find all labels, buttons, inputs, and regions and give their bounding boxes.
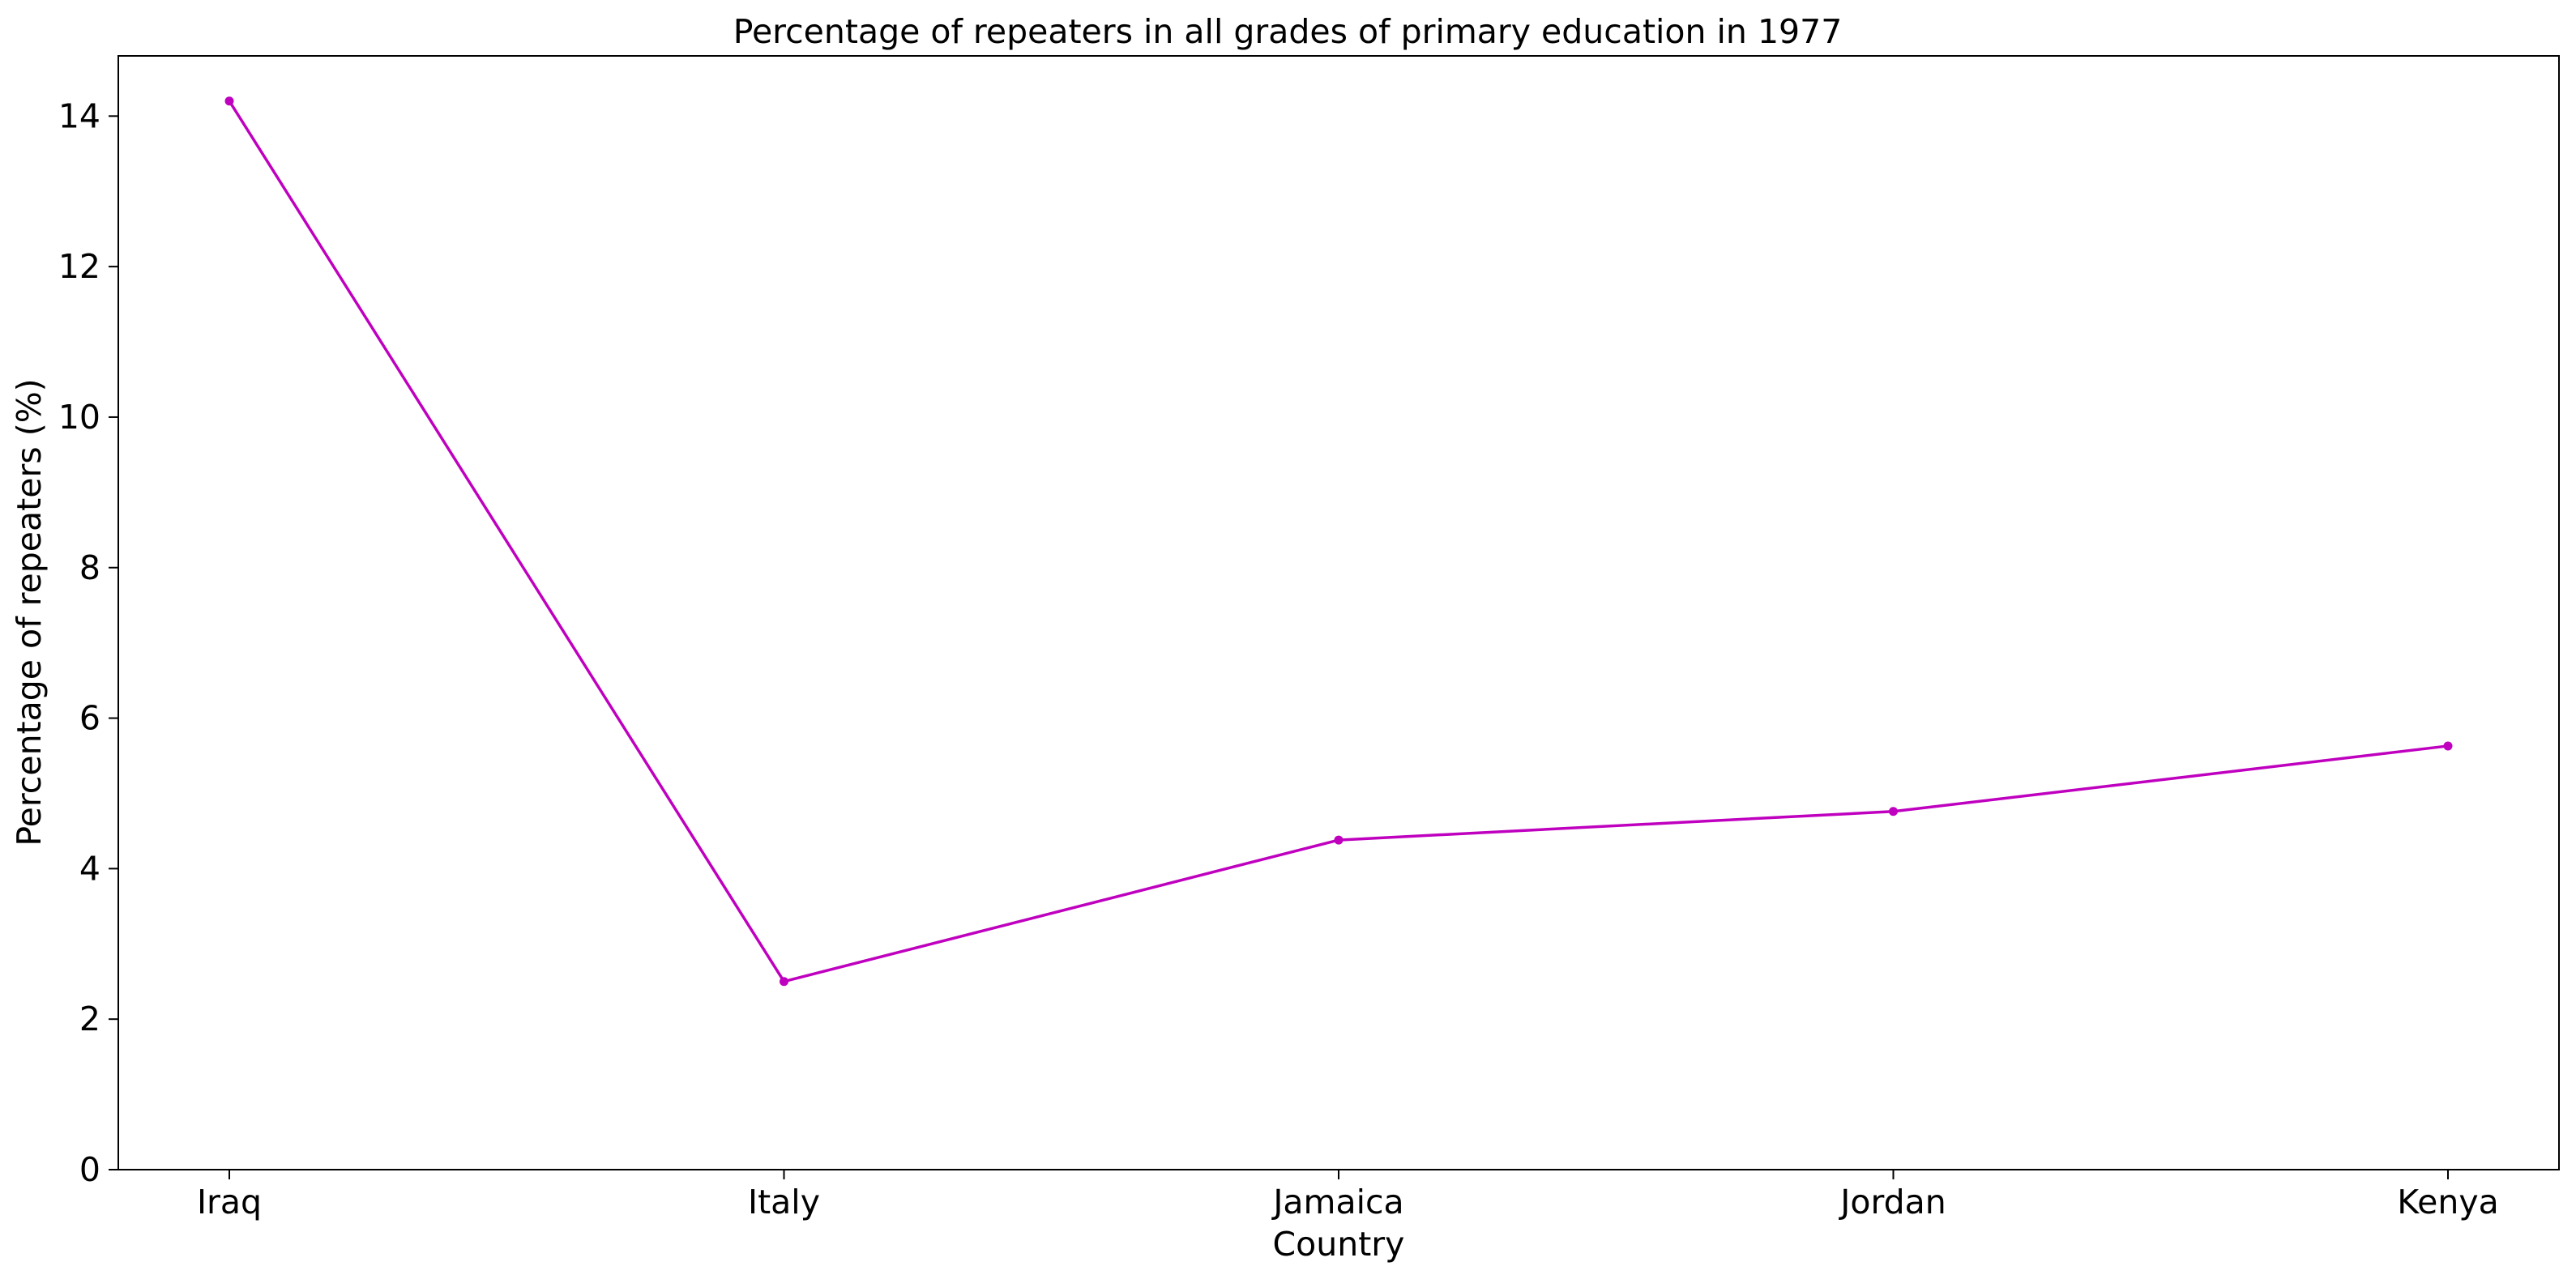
data-point-jamaica — [1334, 835, 1344, 845]
data-point-iraq — [224, 96, 234, 106]
y-tick-label: 12 — [58, 247, 100, 286]
y-tick-label: 14 — [58, 96, 100, 135]
x-tick-label-jamaica: Jamaica — [1271, 1183, 1403, 1221]
x-tick-label-kenya: Kenya — [2397, 1183, 2498, 1221]
x-axis-label: Country — [1273, 1225, 1405, 1264]
x-tick-label-iraq: Iraq — [197, 1183, 262, 1221]
x-tick-label-jordan: Jordan — [1838, 1183, 1946, 1221]
y-tick-label: 8 — [79, 548, 100, 587]
y-tick-label: 2 — [79, 1000, 100, 1038]
data-point-kenya — [2443, 741, 2453, 751]
data-point-jordan — [1889, 807, 1898, 816]
x-tick-label-italy: Italy — [748, 1183, 820, 1221]
x-axis-ticks: Iraq Italy Jamaica Jordan Kenya — [197, 1170, 2499, 1221]
y-tick-label: 4 — [79, 849, 100, 888]
y-tick-label: 0 — [79, 1150, 100, 1189]
chart-title: Percentage of repeaters in all grades of… — [733, 12, 1843, 51]
y-tick-label: 10 — [58, 398, 100, 437]
y-tick-label: 6 — [79, 699, 100, 738]
series-layer — [224, 96, 2453, 987]
y-axis-label: Percentage of repeaters (%) — [10, 378, 49, 846]
data-point-italy — [780, 977, 788, 987]
plot-frame — [117, 55, 2560, 1170]
y-axis-ticks: 0 2 4 6 8 10 12 14 — [58, 96, 118, 1189]
